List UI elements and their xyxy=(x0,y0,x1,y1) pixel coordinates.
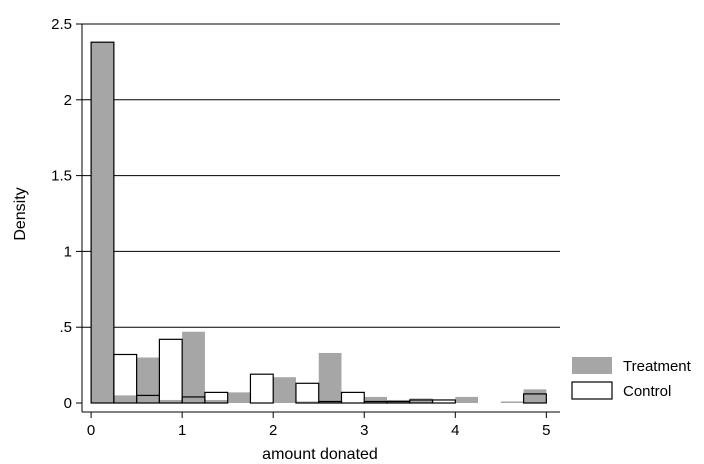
legend-label-treatment: Treatment xyxy=(623,358,692,375)
treatment-bar xyxy=(295,401,319,403)
control-bar xyxy=(113,353,138,404)
control-bar xyxy=(295,382,320,404)
y-tick-label: 1.5 xyxy=(51,168,72,185)
y-tick-label: 2 xyxy=(64,92,72,109)
x-tick-label: 3 xyxy=(360,422,368,439)
control-bar xyxy=(90,41,115,404)
control-bar xyxy=(522,393,547,404)
treatment-bar xyxy=(91,42,114,403)
treatment-bar xyxy=(364,396,388,403)
x-tick-label: 4 xyxy=(451,422,459,439)
control-bar xyxy=(249,373,274,404)
treatment-bar xyxy=(409,398,433,403)
treatment-bar xyxy=(523,389,547,403)
tick-labels: 0 .5 1 1.5 2 2.5 0 1 2 3 4 5 xyxy=(51,16,550,439)
legend-swatch-treatment xyxy=(572,357,612,374)
legend-swatch-control xyxy=(571,381,613,400)
y-tick-label: 0 xyxy=(64,395,72,412)
treatment-bar xyxy=(273,377,296,403)
legend: Treatment Control xyxy=(571,357,692,400)
grid-lines xyxy=(82,23,560,328)
control-bar xyxy=(158,338,183,404)
treatment-bar xyxy=(113,395,137,403)
treatment-bar xyxy=(318,352,342,403)
x-tick-label: 2 xyxy=(269,422,277,439)
treatment-bar xyxy=(227,392,251,403)
histogram-bars xyxy=(90,41,547,404)
control-bar xyxy=(204,391,229,404)
legend-label-control: Control xyxy=(623,383,671,400)
treatment-bar xyxy=(455,396,479,403)
treatment-bar xyxy=(204,399,228,403)
y-tick-label: .5 xyxy=(59,319,72,336)
treatment-bar xyxy=(182,331,205,403)
x-tick-label: 0 xyxy=(87,422,95,439)
y-tick-label: 2.5 xyxy=(51,16,72,33)
x-axis-title: amount donated xyxy=(262,446,378,463)
x-tick-label: 5 xyxy=(542,422,550,439)
x-tick-label: 1 xyxy=(178,422,186,439)
control-bar xyxy=(340,391,365,404)
treatment-bar xyxy=(159,399,183,403)
treatment-bar xyxy=(500,401,524,403)
axes xyxy=(81,24,560,413)
control-bar xyxy=(431,399,456,404)
y-axis-title: Density xyxy=(12,187,29,240)
y-tick-label: 1 xyxy=(64,243,72,260)
treatment-bar xyxy=(136,357,160,403)
